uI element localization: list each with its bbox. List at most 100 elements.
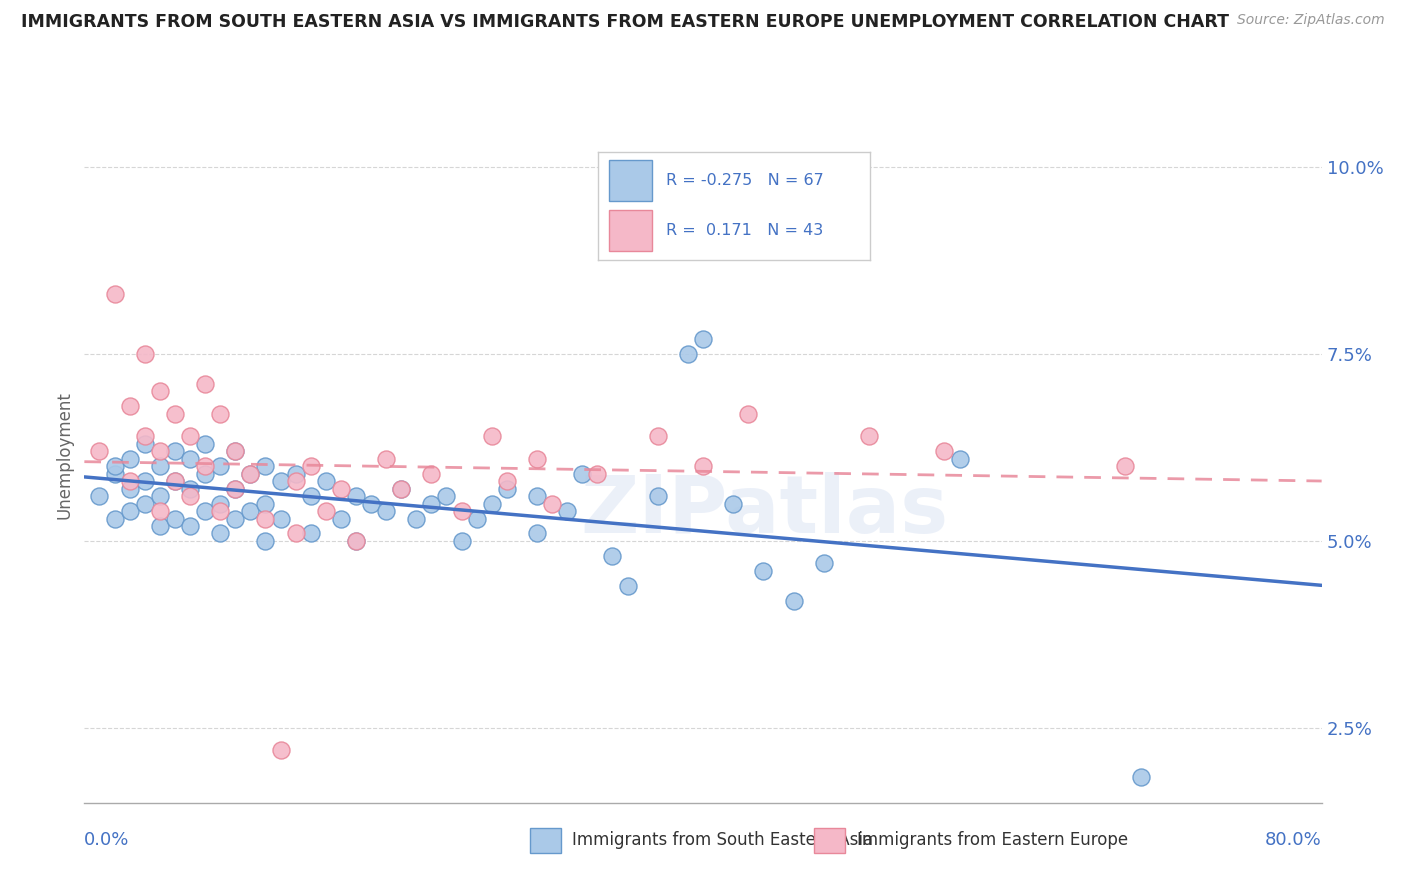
Text: 0.0%: 0.0% (84, 830, 129, 848)
Point (555, 504, 578, 518)
Point (602, 549, 624, 563)
Point (586, 467, 609, 481)
Bar (609, 211, 652, 252)
Point (179, 451, 201, 466)
Point (194, 467, 217, 481)
Point (344, 489, 367, 503)
Point (676, 347, 699, 361)
Point (239, 504, 262, 518)
Point (782, 594, 804, 608)
Point (344, 533, 367, 548)
Point (481, 497, 503, 511)
Point (149, 459, 172, 474)
Point (118, 482, 141, 496)
Point (1129, 770, 1152, 784)
Point (224, 482, 246, 496)
Bar (609, 160, 652, 201)
Text: 80.0%: 80.0% (1265, 830, 1322, 848)
Point (344, 533, 367, 548)
Point (103, 459, 125, 474)
Point (179, 482, 201, 496)
Point (647, 429, 669, 443)
Point (224, 482, 246, 496)
Text: R =  0.171   N = 43: R = 0.171 N = 43 (666, 224, 823, 238)
Point (118, 474, 141, 488)
Point (571, 467, 593, 481)
Point (209, 407, 232, 421)
Point (389, 482, 412, 496)
Point (737, 407, 759, 421)
Point (224, 511, 246, 525)
Text: Immigrants from South Eastern Asia: Immigrants from South Eastern Asia (572, 831, 873, 849)
Point (692, 459, 714, 474)
Point (149, 489, 172, 503)
Point (224, 444, 246, 458)
Point (239, 467, 262, 481)
Text: Source: ZipAtlas.com: Source: ZipAtlas.com (1237, 13, 1385, 28)
Point (179, 429, 201, 443)
Point (149, 444, 172, 458)
Text: Immigrants from Eastern Europe: Immigrants from Eastern Europe (856, 831, 1128, 849)
Point (103, 467, 125, 481)
Point (134, 497, 156, 511)
Point (284, 526, 307, 541)
Point (465, 511, 488, 525)
Point (103, 511, 125, 525)
Point (134, 347, 156, 361)
Point (254, 511, 277, 525)
Point (209, 497, 232, 511)
Point (436, 489, 458, 503)
Point (541, 497, 564, 511)
Point (254, 459, 277, 474)
Point (360, 497, 382, 511)
Point (616, 579, 638, 593)
Point (495, 482, 517, 496)
Point (299, 526, 322, 541)
Text: ZIPatlas: ZIPatlas (581, 472, 949, 549)
Point (209, 504, 232, 518)
Point (858, 429, 880, 443)
Point (209, 459, 232, 474)
Point (329, 482, 352, 496)
Point (149, 504, 172, 518)
Point (375, 451, 398, 466)
Point (405, 511, 427, 525)
Point (450, 504, 472, 518)
Point (299, 489, 322, 503)
Point (254, 533, 277, 548)
Point (1114, 459, 1136, 474)
Point (721, 497, 744, 511)
Point (450, 533, 472, 548)
Point (134, 429, 156, 443)
Point (526, 451, 548, 466)
Point (692, 332, 714, 346)
Point (647, 489, 669, 503)
Point (270, 743, 292, 757)
Point (329, 511, 352, 525)
Point (420, 467, 443, 481)
Point (103, 287, 125, 301)
Point (948, 451, 970, 466)
Point (163, 474, 186, 488)
Point (89, 489, 111, 503)
Text: R = -0.275   N = 67: R = -0.275 N = 67 (666, 173, 824, 188)
Point (270, 474, 292, 488)
Point (495, 474, 517, 488)
Point (163, 511, 186, 525)
Point (224, 444, 246, 458)
Point (149, 519, 172, 533)
Point (315, 474, 337, 488)
Point (163, 474, 186, 488)
Point (179, 489, 201, 503)
Point (813, 557, 835, 571)
Point (134, 474, 156, 488)
Point (284, 467, 307, 481)
Point (526, 489, 548, 503)
Text: IMMIGRANTS FROM SOUTH EASTERN ASIA VS IMMIGRANTS FROM EASTERN EUROPE UNEMPLOYMEN: IMMIGRANTS FROM SOUTH EASTERN ASIA VS IM… (21, 13, 1229, 31)
Point (284, 474, 307, 488)
Point (526, 526, 548, 541)
Point (194, 459, 217, 474)
Point (315, 504, 337, 518)
Point (179, 519, 201, 533)
Point (163, 407, 186, 421)
